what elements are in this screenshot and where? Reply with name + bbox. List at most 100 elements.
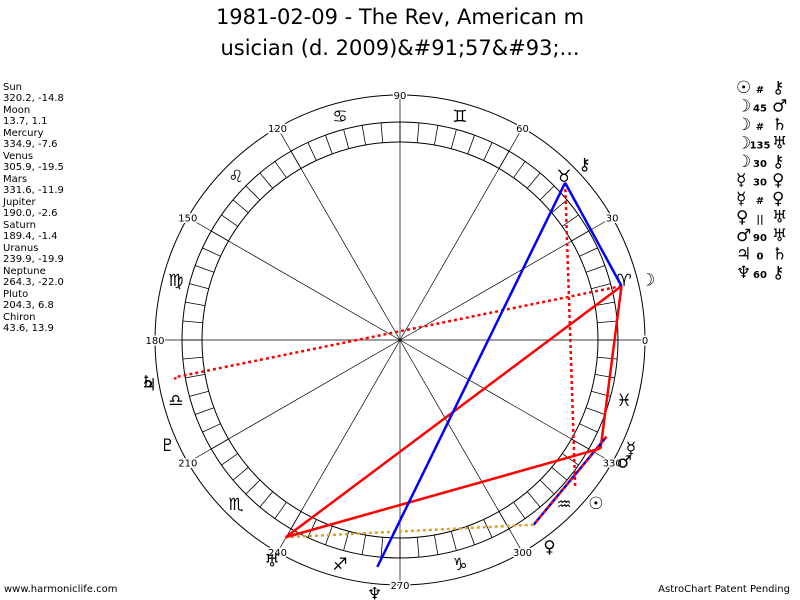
spoke bbox=[399, 127, 523, 341]
ring-tick bbox=[526, 491, 541, 508]
ring-tick bbox=[274, 161, 287, 179]
planet-coords: 239.9, -19.9 bbox=[3, 254, 64, 265]
ring-tick bbox=[467, 135, 475, 155]
spoke bbox=[277, 339, 401, 553]
aspect-p1: ☉ bbox=[736, 78, 751, 98]
ring-tick bbox=[579, 423, 598, 433]
ring-tick bbox=[325, 135, 333, 155]
aspect-p1: ☽ bbox=[736, 115, 751, 135]
ring-tick bbox=[343, 129, 350, 149]
title-line: usician (d. 2009)&#91;57&#93;... bbox=[220, 36, 579, 60]
spoke bbox=[187, 217, 401, 341]
planet-name: Venus bbox=[3, 151, 33, 162]
ring-tick bbox=[202, 423, 221, 433]
planet-name: Sun bbox=[3, 82, 22, 93]
planet-name: Neptune bbox=[3, 266, 46, 277]
planet-name: Jupiter bbox=[2, 197, 36, 208]
ring-tick bbox=[585, 407, 605, 415]
ring-tick bbox=[433, 534, 439, 555]
ring-tick bbox=[182, 320, 203, 324]
ring-tick bbox=[182, 356, 203, 360]
ring-tick bbox=[579, 247, 598, 257]
aspect-line bbox=[285, 447, 601, 539]
planet-glyph: ♇ bbox=[160, 436, 175, 456]
ring-tick bbox=[416, 537, 420, 558]
planet-coords: 305.9, -19.5 bbox=[3, 162, 64, 173]
planet-name: Uranus bbox=[3, 243, 38, 254]
ring-tick bbox=[597, 356, 618, 360]
aspect-line bbox=[563, 182, 577, 486]
aspect-label: || bbox=[756, 215, 763, 226]
aspect-p1: ♀ bbox=[736, 208, 748, 228]
ring-tick bbox=[539, 479, 555, 495]
planet-name: Pluto bbox=[3, 289, 28, 300]
aspect-label: # bbox=[756, 85, 764, 96]
aspect-p2: ♀ bbox=[772, 189, 784, 209]
spoke bbox=[277, 127, 401, 341]
degree-label: 270 bbox=[390, 581, 409, 592]
sign-glyph: ♐ bbox=[332, 555, 347, 575]
planet-name: Mars bbox=[3, 174, 27, 185]
ring-tick bbox=[585, 265, 605, 273]
aspect-p2: ⚷ bbox=[772, 263, 784, 283]
planet-glyph: ♃ bbox=[141, 375, 156, 395]
planet-name: Saturn bbox=[3, 220, 36, 231]
degree-label: 0 bbox=[642, 336, 648, 347]
degree-label: 330 bbox=[603, 459, 622, 470]
ring-tick bbox=[594, 373, 615, 379]
degree-label: 180 bbox=[145, 336, 164, 347]
degree-label: 60 bbox=[516, 124, 529, 135]
planet-glyph: ♆ bbox=[367, 585, 382, 600]
aspect-line bbox=[564, 182, 623, 287]
aspect-label: 135 bbox=[750, 141, 771, 152]
planet-coords: 334.9, -7.6 bbox=[3, 139, 58, 150]
degree-label: 120 bbox=[268, 124, 287, 135]
sign-glyph: ♋ bbox=[332, 107, 347, 127]
ring-tick bbox=[561, 214, 579, 227]
planet-glyph: ☿ bbox=[626, 439, 636, 459]
ring-tick bbox=[483, 142, 493, 161]
ring-tick bbox=[245, 479, 261, 495]
ring-tick bbox=[526, 172, 541, 189]
planet-name: Mercury bbox=[3, 128, 44, 139]
ring-tick bbox=[232, 199, 249, 214]
planet-name: Moon bbox=[3, 105, 30, 116]
planet-name: Chiron bbox=[3, 312, 35, 323]
aspect-line bbox=[285, 523, 534, 539]
planet-glyph: ☉ bbox=[588, 494, 603, 514]
ring-tick bbox=[361, 534, 367, 555]
aspect-line bbox=[376, 182, 567, 568]
ring-tick bbox=[202, 247, 221, 257]
planet-glyph: ☽ bbox=[640, 271, 655, 291]
ring-tick bbox=[513, 161, 526, 179]
planet-coords: 43.6, 13.9 bbox=[3, 323, 54, 334]
planet-glyph: ♅ bbox=[264, 552, 279, 572]
degree-label: 30 bbox=[606, 214, 619, 225]
ring-tick bbox=[185, 301, 206, 307]
footer-right: AstroChart Patent Pending bbox=[658, 584, 790, 595]
ring-tick bbox=[189, 390, 209, 397]
aspect-label: 45 bbox=[753, 104, 767, 115]
degree-label: 210 bbox=[178, 459, 197, 470]
aspect-p2: ♅ bbox=[772, 134, 787, 154]
ring-tick bbox=[259, 172, 274, 189]
aspect-label: 90 bbox=[753, 233, 767, 244]
aspect-p2: ♄ bbox=[772, 245, 787, 265]
aspect-p2: ⚷ bbox=[772, 78, 784, 98]
planet-coords: 13.7, 1.1 bbox=[3, 116, 48, 127]
spoke bbox=[187, 339, 401, 463]
ring-tick bbox=[433, 125, 439, 146]
ring-tick bbox=[591, 283, 611, 290]
degree-label: 150 bbox=[178, 214, 197, 225]
ring-tick bbox=[513, 501, 526, 519]
aspect-line bbox=[174, 284, 622, 379]
aspect-p1: ☿ bbox=[736, 189, 746, 209]
aspect-p1: ☽ bbox=[736, 97, 751, 117]
planet-glyph: ♂ bbox=[617, 452, 632, 472]
aspect-p1: ♃ bbox=[736, 245, 751, 265]
ring-tick bbox=[594, 301, 615, 307]
spoke bbox=[399, 339, 613, 463]
planet-coords: 264.3, -22.0 bbox=[3, 277, 64, 288]
ring-tick bbox=[361, 125, 367, 146]
